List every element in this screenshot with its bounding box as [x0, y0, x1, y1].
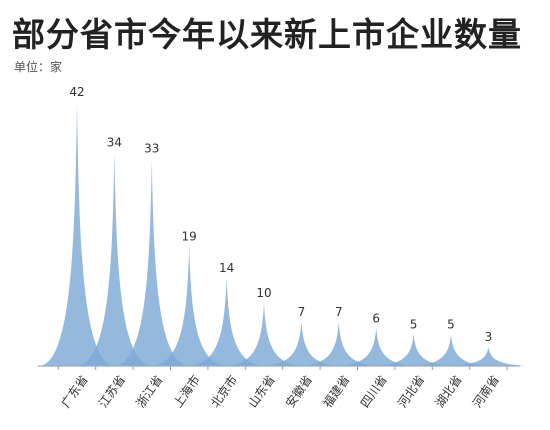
peak-福建省 [300, 322, 377, 366]
category-label: 广东省 [59, 373, 91, 411]
value-label: 34 [107, 135, 122, 149]
chart-title: 部分省市今年以来新上市企业数量 [12, 15, 522, 54]
unit-label: 单位：家 [14, 60, 63, 74]
category-label: 河北省 [395, 373, 427, 411]
category-label-group: 广东省 江苏省 浙江省 上海市 北京市 山东省 安徽省 福建省 四川省 河北省 湖北省 河南省 [59, 372, 503, 410]
category-label: 河南省 [469, 372, 502, 410]
value-label: 5 [447, 318, 455, 332]
category-label: 江苏省 [96, 373, 128, 411]
value-label-group: 42 34 33 19 14 10 7 7 6 5 5 3 [69, 85, 492, 344]
category-label: 湖北省 [432, 372, 465, 410]
peak-安徽省 [263, 322, 340, 366]
peak-河南省 [450, 347, 527, 366]
peak-湖北省 [413, 334, 489, 366]
value-label: 33 [144, 142, 159, 156]
tick-group [57, 366, 508, 370]
peak-上海市 [151, 246, 228, 366]
category-label: 四川省 [358, 373, 390, 411]
category-label: 福建省 [320, 372, 353, 410]
value-label: 42 [69, 85, 84, 99]
peak-北京市 [188, 278, 265, 366]
value-label: 7 [298, 305, 306, 319]
value-label: 5 [410, 318, 418, 332]
peak-浙江省 [113, 158, 190, 366]
value-label: 3 [485, 330, 493, 344]
category-label: 安徽省 [282, 372, 315, 410]
category-label: 山东省 [246, 373, 278, 411]
peak-广东省 [39, 102, 115, 366]
category-label: 上海市 [170, 372, 203, 410]
peak-四川省 [338, 328, 415, 366]
category-label: 浙江省 [133, 373, 165, 411]
category-label: 北京市 [207, 372, 240, 410]
peak-江苏省 [76, 152, 153, 366]
peak-河北省 [375, 334, 452, 366]
value-label: 19 [182, 230, 197, 244]
value-label: 10 [256, 286, 271, 300]
value-label: 14 [219, 261, 234, 275]
value-label: 7 [335, 305, 343, 319]
value-label: 6 [372, 311, 380, 325]
peak-山东省 [226, 303, 302, 366]
peak-group [39, 102, 527, 366]
